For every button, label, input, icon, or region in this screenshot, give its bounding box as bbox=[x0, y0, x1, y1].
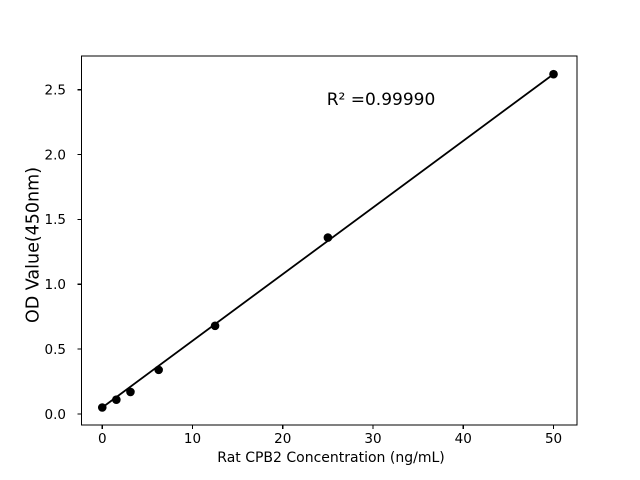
y-tick-label: 0.5 bbox=[45, 342, 66, 358]
data-point bbox=[154, 365, 163, 375]
y-tick-label: 2.0 bbox=[45, 147, 66, 163]
data-point bbox=[126, 387, 135, 397]
x-tick-label: 50 bbox=[545, 431, 562, 447]
data-point bbox=[323, 233, 333, 242]
r-squared-annotation: R² =0.99990 bbox=[326, 90, 436, 110]
data-point bbox=[112, 395, 121, 405]
x-tick-label: 40 bbox=[455, 431, 472, 447]
y-tick-label: 1.5 bbox=[45, 212, 66, 228]
y-tick-label: 1.0 bbox=[45, 277, 66, 293]
data-point bbox=[210, 321, 220, 331]
x-tick-label: 0 bbox=[98, 431, 107, 447]
y-tick-label: 2.5 bbox=[45, 83, 66, 99]
y-tick-label: 0.0 bbox=[45, 407, 66, 423]
axes-spines bbox=[80, 55, 578, 426]
y-axis-label: OD Value(450nm) bbox=[23, 166, 44, 324]
x-tick-label: 10 bbox=[184, 431, 201, 447]
data-point bbox=[549, 69, 558, 79]
x-tick-label: 20 bbox=[274, 431, 291, 447]
x-tick-label: 30 bbox=[364, 431, 381, 447]
x-axis-label: Rat CPB2 Concentration (ng/mL) bbox=[217, 450, 445, 466]
data-point bbox=[97, 403, 107, 412]
